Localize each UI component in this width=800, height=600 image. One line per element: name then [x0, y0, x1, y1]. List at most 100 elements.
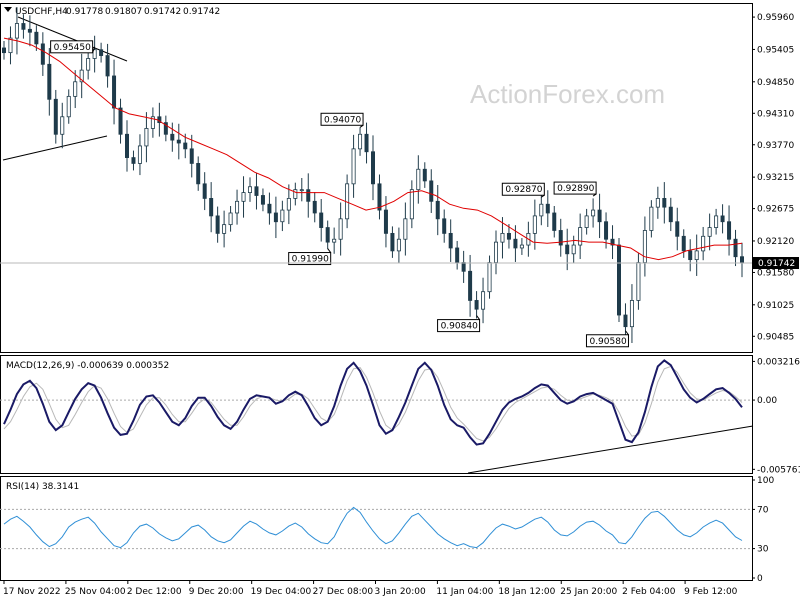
candle-body — [396, 238, 401, 252]
candle-body — [144, 128, 149, 147]
candle-body — [112, 75, 117, 109]
price-panel — [0, 3, 753, 353]
price-annotation-leader — [625, 330, 629, 336]
candle-body — [358, 133, 363, 150]
time-tick-label: 18 Jan 12:00 — [498, 587, 555, 597]
candle-body — [468, 270, 473, 301]
annotations-group: 0.95450 0.94070 0.91990 0.90840 0.92870 0.928… — [50, 40, 629, 348]
candle-body — [118, 107, 123, 135]
candle-body — [183, 142, 188, 150]
macd-tick-label: 0.00 — [757, 396, 777, 406]
price-annotation-box — [320, 112, 364, 126]
triangle-upper-trendline — [17, 16, 128, 62]
candle-body — [2, 47, 7, 54]
candle-body — [694, 250, 699, 261]
candle-body — [267, 203, 272, 214]
price-tick-label: 0.91025 — [757, 301, 794, 311]
rsi-group: 100 70 30 0 — [0, 476, 774, 584]
price-tick-label: 0.95405 — [757, 45, 794, 55]
rsi-tick-label: 30 — [757, 545, 769, 555]
price-annotation-label: 0.92890 — [557, 184, 594, 194]
time-tick-label: 25 Jan 20:00 — [560, 587, 617, 597]
candle-body — [260, 195, 265, 205]
candle-body — [500, 232, 505, 243]
price-tick-label: 0.90485 — [757, 332, 794, 342]
macd-label: MACD(12,26,9) -0.000639 0.000352 — [6, 361, 169, 371]
candle-body — [681, 235, 686, 252]
candle-body — [338, 218, 343, 240]
candle-body — [604, 221, 609, 240]
rsi-label: RSI(14) 38.3141 — [6, 482, 79, 492]
triangle-lower-trendline — [2, 135, 108, 161]
last-price-label: 0.91742 — [758, 259, 795, 269]
time-tick-label: 11 Jan 04:00 — [436, 587, 493, 597]
candle-body — [649, 206, 654, 231]
candle-body — [455, 247, 460, 263]
candle-body — [636, 262, 641, 301]
candle-body — [668, 206, 673, 223]
candle-body — [370, 151, 375, 185]
candle-body — [539, 203, 544, 217]
candle-body — [740, 256, 745, 264]
moving-average-line — [3, 37, 743, 261]
candle-body — [325, 227, 330, 243]
candle-body — [332, 238, 337, 243]
candle-body — [448, 232, 453, 249]
price-annotation-box — [50, 40, 94, 54]
candle-body — [150, 116, 155, 129]
candle-body — [53, 98, 58, 135]
candle-body — [513, 238, 518, 249]
rsi-tick-label: 100 — [757, 476, 774, 486]
candle-body — [286, 198, 291, 211]
candle-body — [565, 244, 570, 255]
candle-body — [629, 300, 634, 328]
candle-body — [409, 189, 414, 220]
candle-body — [714, 215, 719, 228]
candle-body — [137, 145, 142, 164]
candle-body — [189, 148, 194, 164]
candle-body — [163, 122, 168, 135]
candle-body — [623, 314, 628, 328]
candle-body — [209, 198, 214, 217]
candle-body — [99, 49, 104, 56]
candle-body — [14, 23, 19, 39]
candle-body — [280, 209, 285, 223]
time-tick-label: 2 Dec 12:00 — [127, 587, 182, 597]
price-annotation-label: 0.92870 — [505, 185, 542, 195]
candle-body — [461, 262, 466, 272]
candle-body — [351, 148, 356, 185]
price-tick-label: 0.95960 — [757, 13, 794, 23]
price-annotation-box — [437, 319, 481, 333]
candle-body — [215, 215, 220, 234]
rsi-line — [3, 506, 743, 549]
candle-body — [273, 212, 278, 223]
candle-body — [493, 241, 498, 263]
price-tick-label: 0.93770 — [757, 141, 794, 151]
candle-body — [474, 300, 479, 310]
candle-body — [131, 157, 136, 164]
rsi-tick-label: 70 — [757, 505, 769, 515]
candle-body — [571, 244, 576, 255]
candle-body — [707, 227, 712, 237]
candle-body — [558, 230, 563, 246]
candle-body — [506, 232, 511, 240]
candle-body — [241, 192, 246, 202]
price-tick-label: 0.93215 — [757, 173, 794, 183]
time-tick-label: 27 Dec 08:00 — [313, 587, 374, 597]
price-tick-label: 0.94850 — [757, 78, 794, 88]
candle-body — [481, 291, 486, 310]
candle-body — [92, 49, 97, 59]
dropdown-triangle-icon[interactable] — [4, 7, 12, 12]
candle-body — [727, 221, 732, 240]
candle-body — [60, 116, 65, 135]
time-tick-label: 25 Nov 04:00 — [65, 587, 126, 597]
price-annotation-box — [501, 182, 545, 196]
candle-body — [34, 31, 39, 45]
price-annotation-label: 0.95450 — [54, 43, 91, 53]
candle-body — [642, 230, 647, 263]
candle-body — [176, 139, 181, 144]
price-annotation-leader — [592, 193, 597, 197]
candle-body — [235, 200, 240, 214]
price-axis: 0.95960 0.95405 0.94850 0.94310 0.93770 0.932… — [0, 13, 799, 342]
price-annotation-leader — [476, 315, 480, 320]
